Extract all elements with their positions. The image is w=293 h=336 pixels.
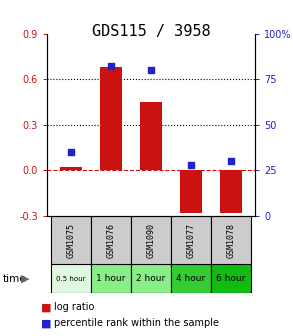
Point: [189, 162, 193, 168]
Text: time: time: [3, 274, 27, 284]
Bar: [171, 216, 211, 264]
Bar: [140, 102, 162, 170]
Bar: [131, 216, 171, 264]
Text: GSM1090: GSM1090: [146, 223, 155, 258]
Bar: [131, 264, 171, 293]
Bar: [91, 216, 131, 264]
Bar: [60, 167, 82, 170]
Text: GDS115 / 3958: GDS115 / 3958: [92, 24, 210, 39]
Text: GSM1077: GSM1077: [186, 223, 195, 258]
Text: 0.5 hour: 0.5 hour: [56, 276, 86, 282]
Bar: [51, 264, 91, 293]
Point: [229, 159, 233, 164]
Text: GSM1078: GSM1078: [226, 223, 235, 258]
Point: [149, 67, 153, 73]
Bar: [100, 67, 122, 170]
Bar: [91, 264, 131, 293]
Point: [69, 150, 73, 155]
Text: percentile rank within the sample: percentile rank within the sample: [54, 318, 219, 328]
Bar: [211, 264, 251, 293]
Text: ■: ■: [41, 302, 52, 312]
Text: 2 hour: 2 hour: [136, 274, 166, 283]
Bar: [171, 264, 211, 293]
Text: 1 hour: 1 hour: [96, 274, 126, 283]
Bar: [51, 216, 91, 264]
Text: GSM1076: GSM1076: [106, 223, 115, 258]
Text: GSM1075: GSM1075: [67, 223, 75, 258]
Bar: [211, 216, 251, 264]
Bar: [220, 170, 242, 213]
Text: log ratio: log ratio: [54, 302, 95, 312]
Text: ▶: ▶: [21, 274, 29, 284]
Bar: [180, 170, 202, 213]
Point: [108, 64, 113, 69]
Text: 6 hour: 6 hour: [216, 274, 246, 283]
Text: ■: ■: [41, 318, 52, 328]
Text: 4 hour: 4 hour: [176, 274, 205, 283]
